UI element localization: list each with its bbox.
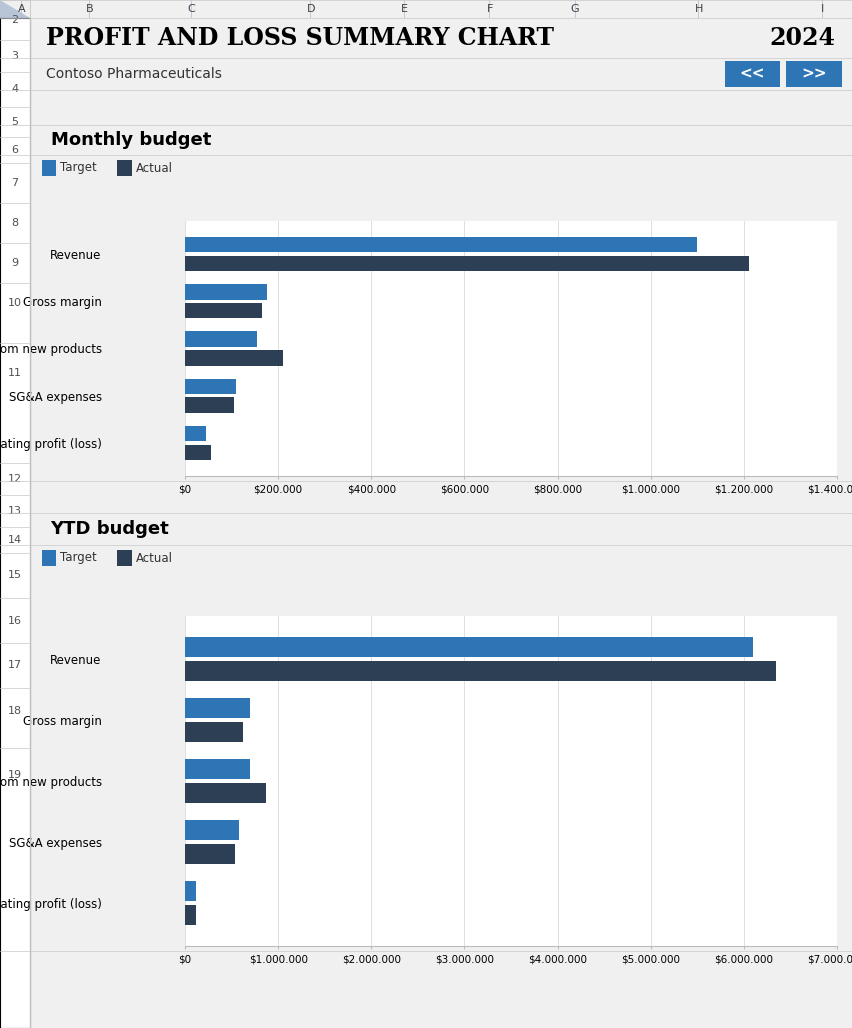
Text: G: G <box>571 4 579 14</box>
Text: 4: 4 <box>11 84 19 95</box>
Bar <box>185 331 257 346</box>
Text: 2024: 2024 <box>769 26 836 50</box>
Bar <box>185 783 266 803</box>
Bar <box>185 661 776 681</box>
Text: YTD budget: YTD budget <box>50 520 170 538</box>
Bar <box>185 284 267 300</box>
Bar <box>185 636 753 657</box>
Bar <box>185 844 235 865</box>
Text: 18: 18 <box>8 705 22 715</box>
Bar <box>185 351 283 366</box>
Text: Target: Target <box>60 161 97 175</box>
Text: 14: 14 <box>8 535 22 545</box>
Text: A: A <box>18 4 25 14</box>
Text: Monthly budget: Monthly budget <box>50 131 211 149</box>
Bar <box>185 303 262 319</box>
Text: 9: 9 <box>11 258 19 268</box>
Text: D: D <box>307 4 315 14</box>
Text: F: F <box>486 4 493 14</box>
Text: I: I <box>820 4 824 14</box>
Text: Contoso Pharmaceuticals: Contoso Pharmaceuticals <box>47 67 222 81</box>
Text: B: B <box>86 4 93 14</box>
Text: E: E <box>401 4 408 14</box>
Bar <box>185 820 239 840</box>
Bar <box>185 397 234 413</box>
Text: 2: 2 <box>11 15 19 25</box>
Bar <box>185 881 196 902</box>
Text: 12: 12 <box>8 474 22 484</box>
Text: PROFIT AND LOSS SUMMARY CHART: PROFIT AND LOSS SUMMARY CHART <box>47 26 555 50</box>
Text: 13: 13 <box>8 506 22 516</box>
Bar <box>117 160 132 176</box>
Bar <box>185 256 749 271</box>
Text: <<: << <box>740 67 765 81</box>
Text: H: H <box>694 4 703 14</box>
Text: C: C <box>187 4 196 14</box>
FancyBboxPatch shape <box>786 61 842 87</box>
Bar <box>185 426 206 441</box>
Text: 6: 6 <box>11 145 19 155</box>
Bar <box>185 698 250 718</box>
Text: 7: 7 <box>11 178 19 188</box>
Text: Actual: Actual <box>135 161 173 175</box>
Bar <box>185 378 236 394</box>
Bar <box>185 444 210 461</box>
Text: 15: 15 <box>8 571 22 581</box>
Bar <box>185 236 697 253</box>
Bar <box>117 550 132 565</box>
Text: 16: 16 <box>8 616 22 625</box>
Bar <box>185 906 196 925</box>
Text: 11: 11 <box>8 368 22 378</box>
Text: 3: 3 <box>11 51 19 61</box>
Text: Actual: Actual <box>135 551 173 564</box>
FancyBboxPatch shape <box>724 61 780 87</box>
Text: 17: 17 <box>8 661 22 670</box>
Text: 8: 8 <box>11 218 19 228</box>
Text: Target: Target <box>60 551 97 564</box>
Text: 10: 10 <box>8 298 22 308</box>
Bar <box>185 759 250 779</box>
Text: 5: 5 <box>11 117 19 127</box>
Bar <box>42 160 56 176</box>
Bar <box>42 550 56 565</box>
Polygon shape <box>0 0 30 19</box>
Text: >>: >> <box>802 67 827 81</box>
Bar <box>185 722 243 742</box>
Text: 19: 19 <box>8 771 22 780</box>
